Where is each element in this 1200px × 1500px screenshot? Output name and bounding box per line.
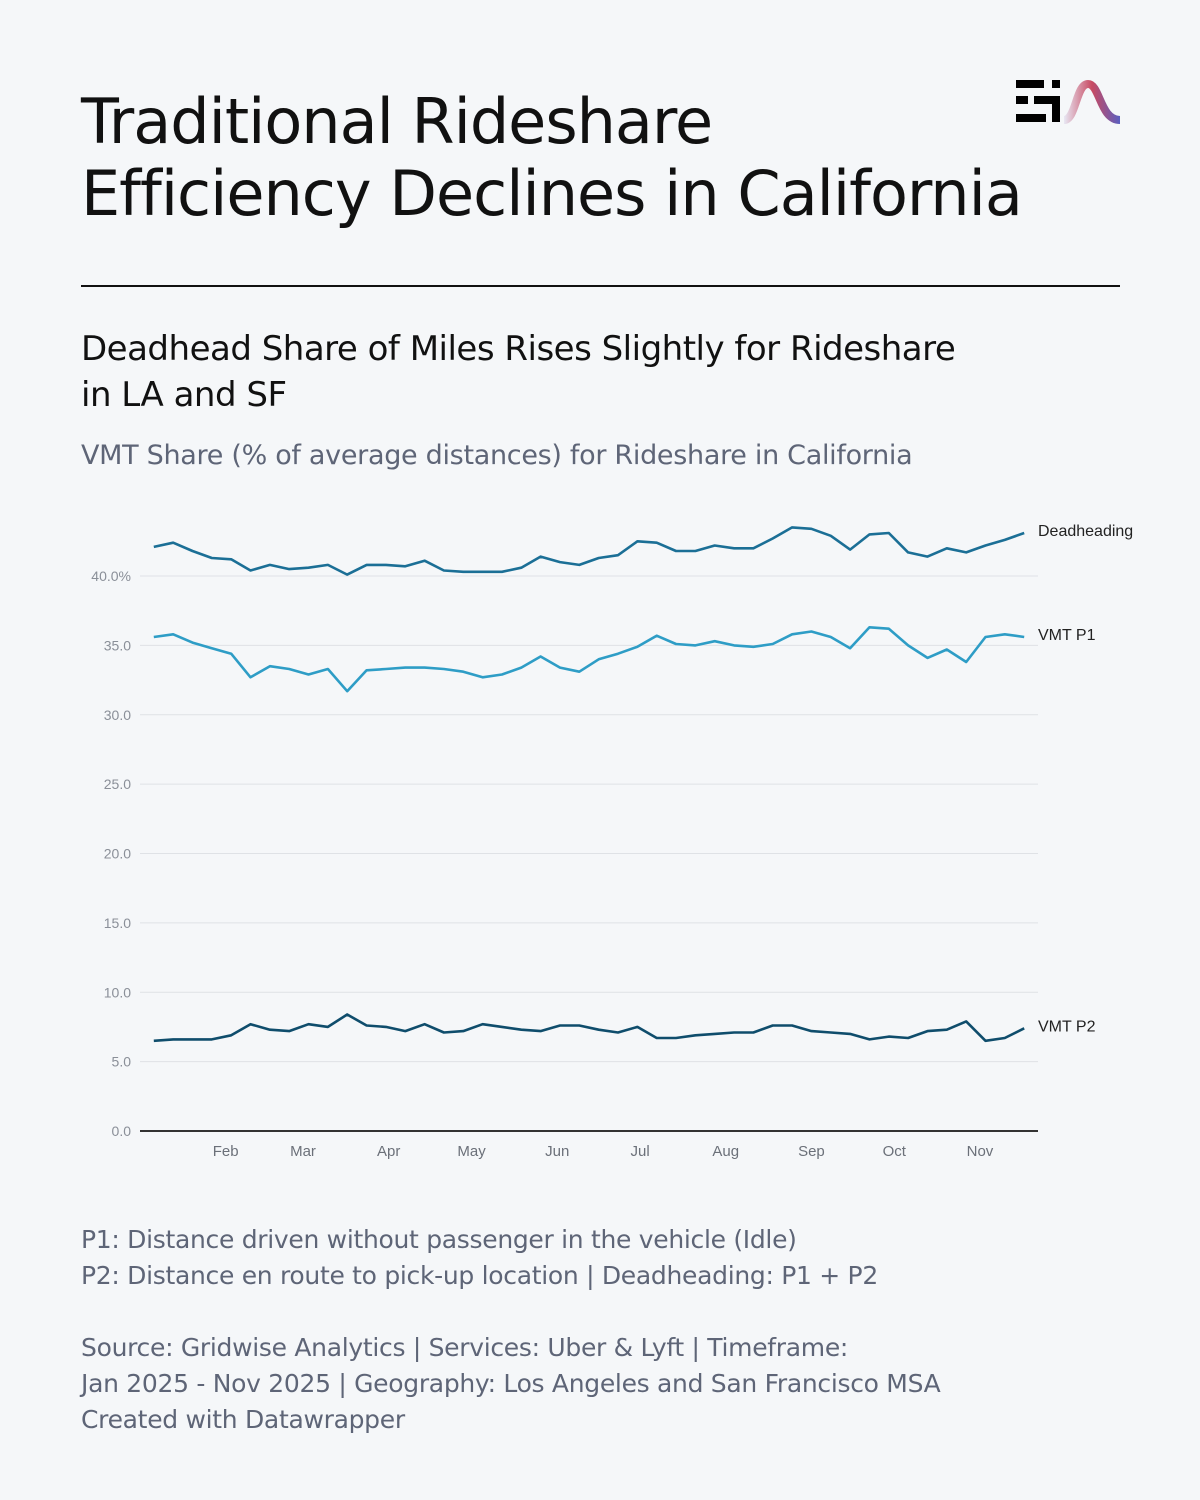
y-tick-label: 30.0 bbox=[104, 707, 131, 723]
x-tick-label: May bbox=[457, 1143, 486, 1160]
y-tick-label: 15.0 bbox=[104, 915, 131, 931]
subtitle-line: Deadhead Share of Miles Rises Slightly f… bbox=[81, 329, 956, 369]
title-line: Traditional Rideshare bbox=[81, 85, 713, 158]
page-title: Traditional Rideshare Efficiency Decline… bbox=[81, 86, 1041, 230]
y-tick-label: 40.0% bbox=[91, 568, 131, 584]
gridwise-logo bbox=[1016, 79, 1121, 124]
credit-line: Created with Datawrapper bbox=[81, 1405, 405, 1434]
series-label: Deadheading bbox=[1038, 523, 1133, 540]
x-tick-label: Mar bbox=[290, 1143, 316, 1160]
x-tick-label: Feb bbox=[213, 1143, 239, 1160]
line-chart: 0.0 5.0 10.0 15.0 20.0 25.0 30.0 35.0 40.0% Feb Ma… bbox=[91, 523, 1133, 1160]
y-tick-label: 20.0 bbox=[104, 846, 131, 862]
source-line: Source: Gridwise Analytics | Services: U… bbox=[81, 1333, 849, 1362]
chart-subtitle: Deadhead Share of Miles Rises Slightly f… bbox=[81, 326, 1041, 418]
chart-notes: P1: Distance driven without passenger in… bbox=[81, 1222, 941, 1438]
x-tick-label: Jun bbox=[545, 1143, 569, 1160]
x-tick-label: Apr bbox=[377, 1143, 400, 1160]
chart-description: VMT Share (% of average distances) for R… bbox=[81, 440, 913, 471]
x-tick-label: Oct bbox=[883, 1143, 907, 1160]
series-line-vmt-p2 bbox=[153, 1013, 1025, 1043]
series-label: VMT P1 bbox=[1038, 627, 1096, 644]
source-line: Jan 2025 - Nov 2025 | Geography: Los Ang… bbox=[81, 1369, 941, 1398]
note-line: P1: Distance driven without passenger in… bbox=[81, 1225, 797, 1254]
divider bbox=[81, 285, 1120, 287]
x-tick-label: Jul bbox=[631, 1143, 650, 1160]
series-line-vmt-p1 bbox=[153, 626, 1025, 693]
series-line-deadheading bbox=[153, 526, 1025, 576]
y-tick-label: 35.0 bbox=[104, 637, 131, 653]
series-label: VMT P2 bbox=[1038, 1018, 1096, 1035]
y-tick-label: 25.0 bbox=[104, 776, 131, 792]
subtitle-line: in LA and SF bbox=[81, 375, 287, 415]
x-tick-label: Nov bbox=[967, 1143, 994, 1160]
y-tick-label: 10.0 bbox=[104, 984, 131, 1000]
y-tick-label: 5.0 bbox=[112, 1054, 132, 1070]
title-line: Efficiency Declines in California bbox=[81, 157, 1023, 230]
x-tick-label: Aug bbox=[712, 1143, 739, 1160]
y-tick-label: 0.0 bbox=[112, 1123, 132, 1139]
x-tick-label: Sep bbox=[798, 1143, 825, 1160]
note-line: P2: Distance en route to pick-up locatio… bbox=[81, 1261, 878, 1290]
